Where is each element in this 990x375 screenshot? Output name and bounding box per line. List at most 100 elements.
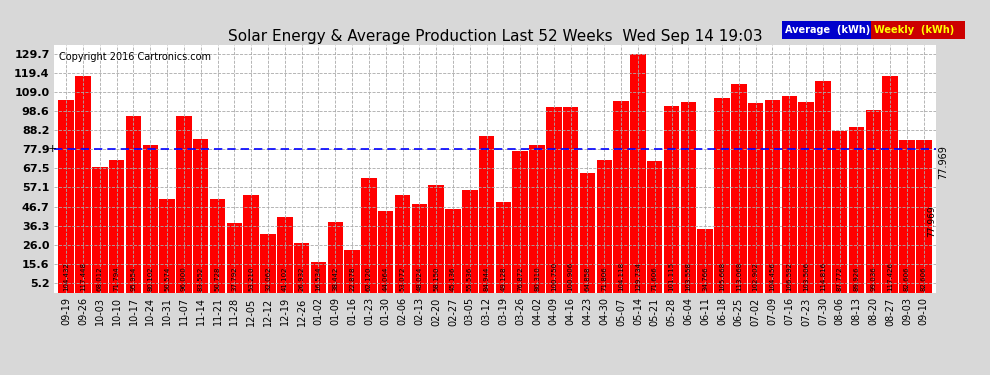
Text: 117.426: 117.426: [887, 262, 893, 291]
Text: 50.574: 50.574: [164, 266, 170, 291]
Bar: [546, 107, 561, 292]
Bar: [631, 54, 645, 292]
Text: 49.128: 49.128: [500, 266, 507, 291]
Bar: [747, 103, 763, 292]
Text: 37.792: 37.792: [232, 266, 238, 291]
Text: 106.592: 106.592: [786, 262, 792, 291]
Text: 82.606: 82.606: [921, 266, 927, 291]
Text: 77.969: 77.969: [928, 205, 937, 237]
Text: 16.534: 16.534: [316, 266, 322, 291]
Text: 96.000: 96.000: [181, 266, 187, 291]
Bar: [462, 190, 477, 292]
Text: 129.734: 129.734: [635, 262, 641, 291]
Text: 87.772: 87.772: [837, 266, 842, 291]
Bar: [563, 107, 578, 292]
Bar: [345, 251, 359, 292]
Text: 113.068: 113.068: [736, 261, 742, 291]
Text: Average  (kWh): Average (kWh): [785, 26, 870, 35]
Text: 68.012: 68.012: [97, 266, 103, 291]
Bar: [294, 243, 309, 292]
Bar: [446, 210, 460, 292]
Bar: [429, 186, 444, 292]
Bar: [210, 199, 226, 292]
Bar: [361, 178, 376, 292]
Text: 76.872: 76.872: [517, 266, 524, 291]
Text: 101.115: 101.115: [668, 261, 674, 291]
Bar: [798, 102, 814, 292]
Bar: [109, 160, 125, 292]
Text: 82.606: 82.606: [904, 266, 910, 291]
Bar: [614, 101, 629, 292]
Bar: [159, 200, 175, 292]
Text: 99.036: 99.036: [870, 266, 876, 291]
Text: 44.064: 44.064: [383, 266, 389, 291]
Bar: [580, 173, 595, 292]
Text: 53.210: 53.210: [248, 266, 254, 291]
Text: 80.310: 80.310: [534, 266, 540, 291]
Bar: [193, 139, 209, 292]
Text: 100.906: 100.906: [567, 261, 573, 291]
Text: 80.102: 80.102: [148, 266, 153, 291]
Title: Solar Energy & Average Production Last 52 Weeks  Wed Sep 14 19:03: Solar Energy & Average Production Last 5…: [228, 29, 762, 44]
Text: 114.816: 114.816: [820, 261, 826, 291]
Text: 26.932: 26.932: [299, 266, 305, 291]
Text: 105.668: 105.668: [719, 261, 725, 291]
Bar: [395, 195, 410, 292]
Text: Weekly  (kWh): Weekly (kWh): [874, 26, 954, 35]
Bar: [815, 81, 831, 292]
Text: 84.944: 84.944: [483, 266, 490, 291]
Bar: [647, 161, 662, 292]
Bar: [731, 84, 746, 292]
Bar: [597, 160, 612, 292]
Bar: [227, 223, 243, 292]
Text: 38.442: 38.442: [333, 266, 339, 291]
Text: 83.552: 83.552: [198, 266, 204, 291]
Bar: [143, 145, 158, 292]
Text: 89.926: 89.926: [853, 266, 859, 291]
Bar: [378, 211, 393, 292]
Text: 22.878: 22.878: [349, 266, 355, 291]
Text: 48.024: 48.024: [417, 266, 423, 291]
Bar: [681, 102, 696, 292]
Bar: [530, 145, 544, 292]
Bar: [697, 228, 713, 292]
Bar: [412, 204, 427, 292]
Bar: [764, 100, 780, 292]
Text: 100.750: 100.750: [550, 261, 556, 291]
Bar: [899, 141, 915, 292]
Bar: [832, 131, 847, 292]
Bar: [126, 116, 142, 292]
Text: +: +: [49, 144, 57, 154]
Text: 50.728: 50.728: [215, 266, 221, 291]
Bar: [848, 127, 864, 292]
Text: 32.062: 32.062: [265, 266, 271, 291]
Text: 64.858: 64.858: [584, 266, 590, 291]
Text: 104.432: 104.432: [63, 262, 69, 291]
Text: 104.456: 104.456: [769, 262, 775, 291]
Bar: [496, 202, 511, 292]
Bar: [714, 98, 730, 292]
Bar: [865, 110, 881, 292]
Bar: [75, 76, 91, 292]
Bar: [244, 195, 259, 292]
Bar: [882, 76, 898, 292]
Text: 53.072: 53.072: [400, 266, 406, 291]
Text: 34.766: 34.766: [702, 266, 708, 291]
Bar: [513, 151, 528, 292]
Text: 102.902: 102.902: [752, 262, 758, 291]
Text: 103.558: 103.558: [685, 262, 691, 291]
Text: 62.120: 62.120: [366, 266, 372, 291]
Text: 95.954: 95.954: [131, 266, 137, 291]
Bar: [92, 167, 108, 292]
Text: 45.136: 45.136: [450, 266, 456, 291]
Text: 104.118: 104.118: [618, 261, 624, 291]
Bar: [479, 136, 494, 292]
Text: 55.536: 55.536: [466, 266, 473, 291]
Bar: [260, 234, 276, 292]
Text: 71.794: 71.794: [114, 266, 120, 291]
Text: 71.806: 71.806: [601, 266, 607, 291]
Bar: [328, 222, 343, 292]
Bar: [664, 106, 679, 292]
Bar: [311, 262, 326, 292]
Bar: [58, 100, 74, 292]
